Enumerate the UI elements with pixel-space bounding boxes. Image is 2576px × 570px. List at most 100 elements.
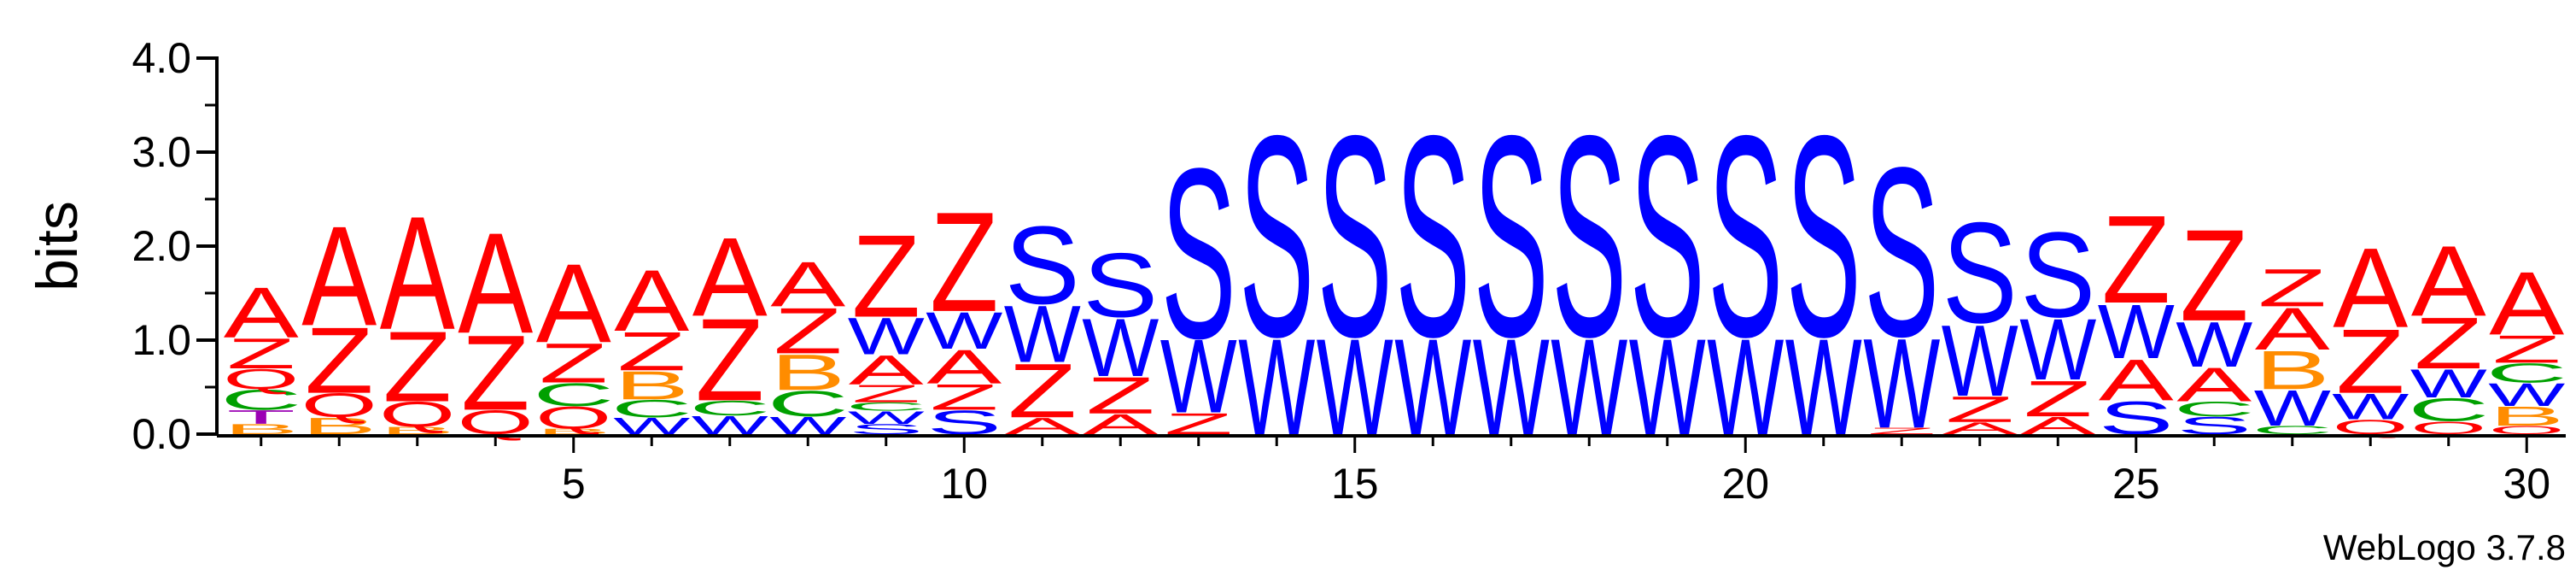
logo-letter-c: C <box>611 395 692 422</box>
logo-letter-z: Z <box>695 294 764 426</box>
logo-letter-z: Z <box>2336 310 2405 412</box>
logo-letter-z: Z <box>851 210 920 342</box>
logo-letter-t: T <box>226 406 295 428</box>
logo-letter-b: B <box>770 344 845 401</box>
logo-letter-s: S <box>1395 77 1470 397</box>
logo-letter-b: B <box>2489 401 2564 432</box>
logo-letter-w: W <box>1160 319 1237 435</box>
logo-letter-s: S <box>1317 77 1393 397</box>
x-tick-label: 15 <box>1331 460 1379 508</box>
logo-letter-s: S <box>1005 203 1080 327</box>
logo-letter-z: Z <box>2258 258 2327 318</box>
logo-letter-a: A <box>1942 419 2018 438</box>
logo-letter-c: C <box>2174 397 2255 420</box>
logo-letter-z: Z <box>930 377 999 418</box>
logo-letter-a: A <box>2411 226 2487 338</box>
logo-letter-z: Z <box>539 332 608 395</box>
logo-letter-z: Z <box>1008 348 1077 434</box>
logo-letter-w: W <box>2410 361 2487 406</box>
logo-letter-s: S <box>1786 77 1861 397</box>
y-axis-ticks: 0.0 1.0 2.0 3.0 4.0 <box>131 34 217 458</box>
logo-letter-z: Z <box>930 182 999 341</box>
logo-letter-a: A <box>2099 348 2174 413</box>
logo-letter-s: S <box>1864 116 1939 387</box>
logo-letter-z: Z <box>305 308 374 413</box>
logo-letter-s: S <box>1161 117 1236 389</box>
logo-letter-c: C <box>689 397 770 420</box>
logo-letter-q: Q <box>535 401 611 436</box>
logo-letter-s: S <box>1551 77 1627 397</box>
logo-letter-s: S <box>849 421 924 438</box>
logo-letter-s: S <box>2020 208 2095 344</box>
logo-letter-q: Q <box>301 387 377 425</box>
logo-letter-c: C <box>2486 358 2567 389</box>
logo-letter-s: S <box>1708 77 1783 397</box>
logo-letter-c: C <box>2408 391 2489 428</box>
x-tick-label: 20 <box>1721 460 1769 508</box>
y-tick-label: 3.0 <box>131 128 191 176</box>
logo-letter-c: C <box>2252 424 2333 437</box>
logo-letter-w: W <box>1082 302 1159 393</box>
logo-letter-z: Z <box>226 330 295 378</box>
logo-letter-w: W <box>2488 377 2566 414</box>
logo-letter-s: S <box>1083 234 1158 336</box>
x-tick-label: 10 <box>940 460 988 508</box>
logo-letter-w: W <box>1942 303 2018 418</box>
logo-letter-a: A <box>2489 254 2564 354</box>
logo-letter-w: W <box>1004 290 1081 380</box>
logo-letter-b: B <box>2255 339 2330 401</box>
logo-letter-c: C <box>533 376 614 413</box>
logo-letter-c: C <box>220 384 301 415</box>
x-tick-label: 25 <box>2112 460 2160 508</box>
logo-letter-a: A <box>2333 225 2409 352</box>
logo-letter-a: A <box>380 182 455 363</box>
logo-letter-z: Z <box>851 380 920 408</box>
logo-letter-b: B <box>224 421 299 438</box>
logo-letter-a: A <box>614 252 689 350</box>
logo-letter-z: Z <box>2180 203 2249 349</box>
x-axis-ticks: 5 10 15 20 25 30 <box>260 436 2550 508</box>
logo-letter-a: A <box>2176 358 2252 412</box>
logo-letter-w: W <box>848 407 925 427</box>
logo-letter-z: Z <box>1086 367 1155 425</box>
logo-letter-q: Q <box>379 395 455 434</box>
logo-letter-w: W <box>1863 311 1940 455</box>
x-tick-label: 5 <box>562 460 586 508</box>
logo-letter-w: W <box>848 307 926 366</box>
logo-letter-z: Z <box>1945 389 2014 430</box>
y-axis-title: bits <box>25 201 90 291</box>
logo-letter-z: Z <box>774 294 843 367</box>
logo-letter-b: B <box>536 427 611 436</box>
logo-letters: BTCQZABQZABQZAQZABQCZAWCBZAWCZAWCBZASWCZ… <box>220 77 2567 463</box>
weblogo-version-label: WebLogo 3.7.8 <box>2323 527 2566 567</box>
y-tick-label: 0.0 <box>131 410 191 458</box>
logo-letter-w: W <box>2176 309 2252 381</box>
logo-letter-z: Z <box>617 320 686 382</box>
logo-letter-w: W <box>2019 300 2097 398</box>
logo-letter-w: W <box>926 301 1003 360</box>
logo-letter-a: A <box>224 273 299 352</box>
logo-letter-b: B <box>614 362 689 408</box>
logo-letter-c: C <box>845 400 926 413</box>
y-tick-label: 2.0 <box>131 222 191 270</box>
logo-letter-w: W <box>2254 379 2331 437</box>
y-tick-label: 4.0 <box>131 34 191 82</box>
logo-letter-z: Z <box>2101 189 2170 329</box>
logo-letter-s: S <box>1630 77 1705 397</box>
logo-letter-a: A <box>536 240 611 366</box>
x-tick-label: 30 <box>2503 460 2550 508</box>
logo-letter-a: A <box>926 340 1002 394</box>
logo-letter-z: Z <box>383 311 452 423</box>
logo-letter-c: C <box>768 383 849 424</box>
logo-letter-a: A <box>458 203 533 364</box>
logo-letter-q: Q <box>223 363 299 396</box>
logo-letter-a: A <box>849 347 925 394</box>
logo-letter-a: A <box>301 197 377 356</box>
logo-letter-w: W <box>2332 386 2409 427</box>
logo-letter-s: S <box>1239 77 1314 397</box>
logo-letter-z: Z <box>2414 302 2483 384</box>
logo-letter-w: W <box>2098 288 2175 374</box>
logo-letter-z: Z <box>2492 327 2561 371</box>
logo-letter-a: A <box>2255 296 2331 362</box>
